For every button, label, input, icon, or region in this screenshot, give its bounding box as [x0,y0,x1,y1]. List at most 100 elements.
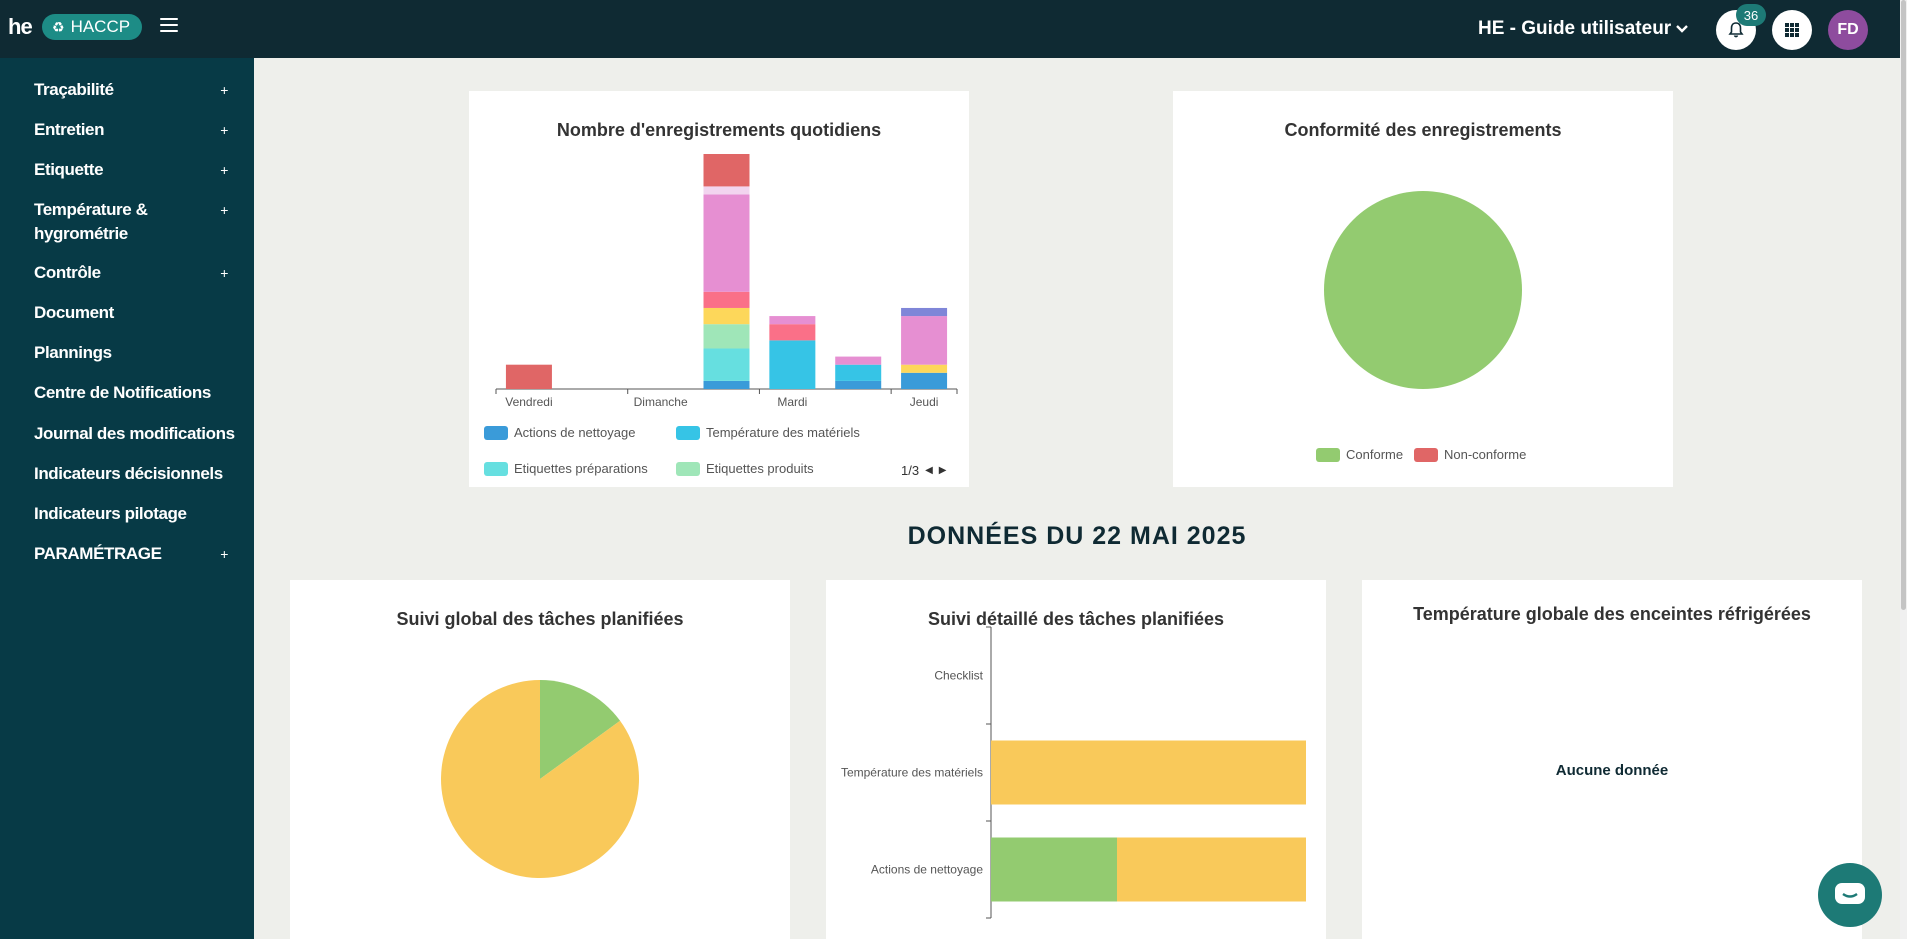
sidebar-item-plannings[interactable]: Plannings [34,341,234,365]
bar-segment[interactable] [991,837,1117,902]
sidebar-item-label: Contrôle [34,263,101,282]
sidebar-item-settings[interactable]: PARAMÉTRAGE + [34,542,234,566]
page-scrollbar[interactable] [1900,0,1907,939]
sidebar-item-label: Centre de Notifications [34,383,211,402]
conformity-title: Conformité des enregistrements [1284,120,1562,140]
y-tick-label: Actions de nettoyage [871,863,983,877]
sidebar-item-label: Traçabilité [34,80,114,99]
legend-swatch [484,425,508,440]
organization-selector[interactable]: HE - Guide utilisateur [1478,18,1689,40]
bar-segment[interactable] [703,291,750,308]
bar-segment[interactable] [901,316,948,365]
sidebar-item-document[interactable]: Document [34,301,234,325]
y-tick-label: Checklist [934,669,983,683]
global-tasks-card: Suivi global des tâches planifiées [290,580,790,939]
user-avatar[interactable]: FD [1828,10,1868,50]
detailed-tasks-title: Suivi détaillé des tâches planifiées [927,609,1225,629]
legend-swatch [676,461,700,476]
sidebar-item-steering-indicators[interactable]: Indicateurs pilotage [34,502,234,526]
sidebar-item-decision-indicators[interactable]: Indicateurs décisionnels [34,462,234,486]
sidebar-item-tracabilite[interactable]: Traçabilité + [34,78,234,102]
organization-name: HE - Guide utilisateur [1478,18,1672,39]
bell-icon [1728,22,1744,38]
grid-icon [1785,23,1799,37]
detailed-tasks-bar-chart: Checklist Température des matériels Action… [841,626,1306,919]
bar-segment[interactable] [703,186,750,195]
next-page-icon[interactable]: ▶ [938,465,947,476]
hamburger-menu-icon[interactable] [160,18,178,34]
bar-segment[interactable] [703,348,750,381]
bar-segment[interactable] [1117,837,1306,902]
pie-slice[interactable] [540,680,621,779]
x-tick-label: Dimanche [634,395,688,409]
pie-slice[interactable] [440,680,639,878]
x-tick-label: Vendredi [505,395,552,409]
app-name: HACCP [70,17,131,36]
bar-segment[interactable] [835,356,882,365]
bar-segment[interactable] [901,364,948,373]
x-tick-label: Jeudi [910,395,939,409]
bar-segment[interactable] [901,307,948,317]
sidebar-item-label: PARAMÉTRAGE [34,544,162,563]
bar-segment[interactable] [703,154,750,187]
notifications-count-badge: 36 [1736,4,1766,26]
prev-page-icon[interactable]: ◀ [925,465,933,476]
legend-item[interactable]: Etiquettes produits [676,461,814,476]
recycle-icon: ♻ [52,18,65,35]
expand-icon: + [220,202,228,218]
bar-segment[interactable] [769,324,816,341]
chat-bubble-icon [1835,883,1865,904]
scrollbar-thumb[interactable] [1901,0,1906,610]
no-data-message: Aucune donnée [1555,762,1669,779]
sidebar-item-entretien[interactable]: Entretien + [34,118,234,142]
legend-item[interactable]: Conforme [1316,447,1403,462]
legend-swatch [1316,447,1340,462]
expand-icon: + [220,82,228,98]
bar-segment[interactable] [901,372,948,389]
bar-segment[interactable] [769,340,816,389]
global-tasks-pie-chart [440,680,639,878]
bar-segment[interactable] [835,364,882,381]
brand-logo[interactable]: he [8,14,33,39]
sidebar-item-etiquette[interactable]: Etiquette + [34,158,234,182]
app-switcher-pill[interactable]: ♻ HACCP [42,14,143,40]
sidebar-item-label: Journal des modifications [34,424,235,443]
y-tick-label: Température des matériels [841,766,983,780]
sidebar-item-temperature[interactable]: Température & hygrométrie + [34,198,234,246]
expand-icon: + [220,162,228,178]
chevron-down-icon [1676,25,1689,33]
sidebar-item-change-log[interactable]: Journal des modifications [34,422,244,446]
legend-item[interactable]: Température des matériels [676,425,860,440]
chat-support-button[interactable] [1818,863,1882,927]
sidebar-item-label: Indicateurs décisionnels [34,464,223,483]
sidebar-item-label: Indicateurs pilotage [34,504,187,523]
legend-label: Etiquettes produits [706,461,814,476]
daily-records-card: Nombre d'enregistrements quotidiens Vend… [469,91,969,487]
sidebar-item-label: Entretien [34,120,105,139]
bar-segment[interactable] [991,740,1306,805]
section-date-heading: DONNÉES DU 22 MAI 2025 [907,522,1247,550]
apps-grid-button[interactable] [1772,10,1812,50]
bar-segment[interactable] [703,380,750,389]
sidebar-item-label: Etiquette [34,160,104,179]
legend-item[interactable]: Non-conforme [1414,447,1526,462]
bar-segment[interactable] [703,307,750,325]
bar-segment[interactable] [505,364,552,389]
expand-icon: + [220,265,228,281]
bar-segment[interactable] [703,194,750,292]
temperature-card: Température globale des enceintes réfrig… [1362,580,1862,939]
legend-label: Actions de nettoyage [514,425,636,440]
legend-item[interactable]: Actions de nettoyage [484,425,635,440]
sidebar-item-label: Plannings [34,343,112,362]
sidebar-item-label: Document [34,303,114,322]
sidebar-item-controle[interactable]: Contrôle + [34,261,234,285]
bar-segment[interactable] [769,316,816,325]
sidebar-item-notifications-center[interactable]: Centre de Notifications [34,381,234,405]
pie-slice[interactable] [1324,191,1522,389]
legend-label: Conforme [1346,447,1404,462]
bar-segment[interactable] [703,324,750,349]
bar-segment[interactable] [835,380,882,389]
legend-item[interactable]: Etiquettes préparations [484,461,648,476]
legend-swatch [484,461,508,476]
conformity-pie-chart [1324,191,1522,389]
